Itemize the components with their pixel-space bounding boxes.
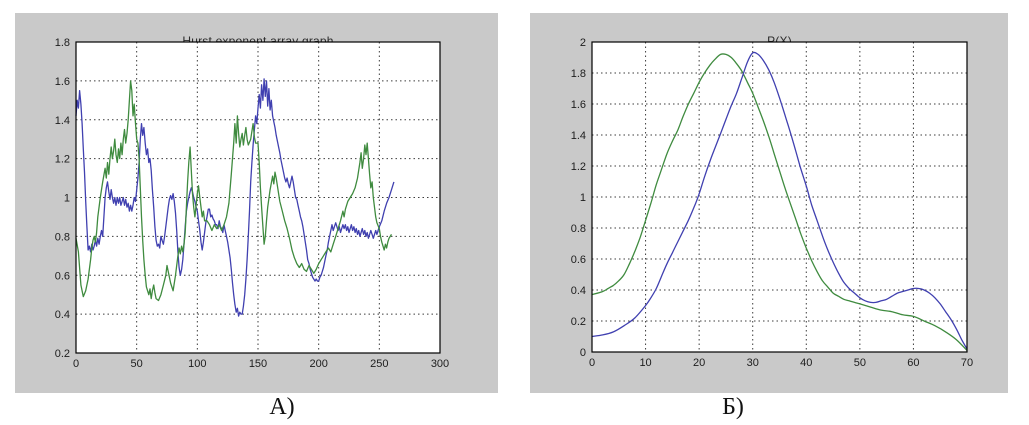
- x-tick-label: 30: [747, 357, 759, 369]
- x-tick-label: 50: [854, 357, 866, 369]
- y-tick-label: 1.6: [55, 76, 70, 88]
- axes-box: [591, 41, 968, 353]
- x-tick-label: 0: [73, 358, 79, 370]
- series-green-line: [75, 80, 393, 302]
- x-tick-label: 150: [249, 358, 267, 370]
- y-tick-label: 0.2: [55, 348, 70, 360]
- x-tick-label: 70: [961, 357, 973, 369]
- x-tick-label: 100: [188, 358, 206, 370]
- x-tick-label: 40: [800, 357, 812, 369]
- y-tick-label: 1: [580, 192, 586, 204]
- y-tick-label: 1.6: [571, 99, 586, 111]
- chart-a-canvas: 0 50 100 150 200 250 300 0.2 0.4 0.6 0.8 1 1.2 1.4 1.6…: [55, 37, 449, 370]
- plot-area: [76, 42, 440, 353]
- chart-b-canvas: 0 10 20 30 40 50 60 70 0 0.2 0.4 0.6 0.8 1 1.2 1.4 1.6 1.…: [571, 37, 973, 369]
- series-blue-line: [75, 78, 395, 317]
- y-tick-label: 1: [64, 193, 70, 205]
- caption-a: А): [269, 394, 295, 420]
- caption-b: Б): [722, 394, 744, 420]
- series-green-line: [591, 53, 968, 351]
- y-tick-label: 1.8: [55, 37, 70, 49]
- y-tick-label: 0.4: [571, 285, 586, 297]
- y-tick-label: 1.8: [571, 68, 586, 80]
- y-tick-label: 0.8: [55, 231, 70, 243]
- series-blue-line: [591, 51, 968, 350]
- x-tick-label: 20: [693, 357, 705, 369]
- x-tick-label: 10: [639, 357, 651, 369]
- y-tick-label: 1.2: [55, 154, 70, 166]
- x-tick-label: 50: [131, 358, 143, 370]
- x-tick-label: 250: [370, 358, 388, 370]
- figure-panel-b: P(X) 0 10 20 30 40 50 60 70 0 0.2 0.4 0.6 0.8 1 1.2 1.4…: [530, 13, 1008, 393]
- x-tick-label: 0: [589, 357, 595, 369]
- y-tick-label: 0.6: [571, 254, 586, 266]
- y-tick-label: 2: [580, 37, 586, 49]
- y-tick-label: 0: [580, 347, 586, 359]
- y-tick-label: 0.4: [55, 309, 70, 321]
- y-tick-label: 0.8: [571, 223, 586, 235]
- y-tick-label: 1.4: [55, 115, 70, 127]
- y-tick-label: 0.2: [571, 316, 586, 328]
- y-tick-label: 0.6: [55, 270, 70, 282]
- axes-box: [75, 41, 441, 354]
- plot-area: [592, 42, 967, 352]
- figure-panel-a: Hurst exponent array graph 0 50 100 150 200 2…: [15, 13, 498, 393]
- x-tick-label: 300: [431, 358, 449, 370]
- y-tick-label: 1.2: [571, 161, 586, 173]
- x-tick-label: 200: [309, 358, 327, 370]
- y-tick-label: 1.4: [571, 130, 586, 142]
- x-tick-label: 60: [907, 357, 919, 369]
